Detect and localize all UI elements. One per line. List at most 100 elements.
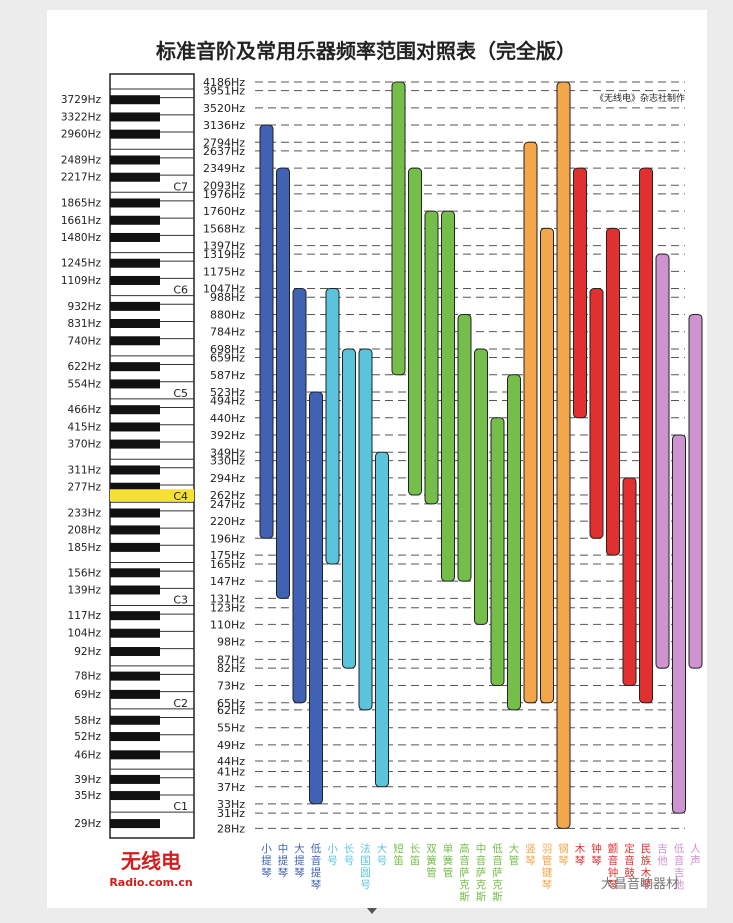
black-key[interactable] bbox=[110, 542, 160, 552]
scroll-down-icon[interactable] bbox=[360, 904, 384, 918]
instrument-bar bbox=[507, 374, 521, 711]
black-key[interactable] bbox=[110, 819, 160, 829]
black-key-label: 1480Hz bbox=[61, 232, 102, 244]
black-key[interactable] bbox=[110, 112, 160, 122]
instrument-label: 号 bbox=[360, 879, 371, 891]
black-key[interactable] bbox=[110, 318, 160, 328]
black-key[interactable] bbox=[110, 232, 160, 242]
octave-marker: C7 bbox=[173, 180, 188, 193]
instrument-label: 竖 bbox=[525, 843, 536, 855]
black-key[interactable] bbox=[110, 362, 160, 372]
freq-tick-label: 2093Hz bbox=[203, 179, 245, 192]
black-key[interactable] bbox=[110, 774, 160, 784]
black-key[interactable] bbox=[110, 732, 160, 742]
black-key[interactable] bbox=[110, 258, 160, 268]
black-key[interactable] bbox=[110, 379, 160, 389]
instrument-label: 钢 bbox=[558, 842, 569, 855]
frequency-chart: 标准音阶及常用乐器频率范围对照表（完全版） 《无线电》杂志社制作 4186Hz395… bbox=[61, 39, 703, 903]
instrument-label: 琴 bbox=[575, 855, 586, 867]
freq-tick-label: 82Hz bbox=[217, 662, 245, 675]
freq-tick-label: 698Hz bbox=[210, 343, 245, 356]
freq-tick-label: 65Hz bbox=[217, 697, 245, 710]
black-key[interactable] bbox=[110, 750, 160, 760]
black-key[interactable] bbox=[110, 198, 160, 208]
instrument-bar bbox=[573, 167, 587, 419]
freq-tick-label: 33Hz bbox=[217, 798, 245, 811]
black-key[interactable] bbox=[110, 508, 160, 518]
black-key[interactable] bbox=[110, 525, 160, 535]
instrument-label: 法 bbox=[360, 842, 371, 855]
black-key-label: 92Hz bbox=[74, 646, 101, 658]
black-key[interactable] bbox=[110, 95, 160, 105]
instrument-label: 笛 bbox=[393, 854, 404, 867]
freq-tick-label: 220Hz bbox=[210, 515, 245, 528]
instrument-label: 大 bbox=[509, 842, 520, 855]
black-key[interactable] bbox=[110, 172, 160, 182]
black-key-label: 622Hz bbox=[68, 361, 102, 373]
black-key-label: 69Hz bbox=[74, 689, 101, 701]
freq-tick-label: 330Hz bbox=[210, 455, 245, 468]
instrument-label: 颤 bbox=[608, 842, 619, 855]
black-key[interactable] bbox=[110, 275, 160, 285]
chart-sheet: 标准音阶及常用乐器频率范围对照表（完全版） 《无线电》杂志社制作 4186Hz 395… bbox=[47, 10, 707, 908]
freq-tick-label: 349Hz bbox=[210, 446, 245, 459]
freq-tick-label: 44Hz bbox=[217, 755, 245, 768]
instrument-label: 中 bbox=[476, 842, 487, 855]
instrument-label: 琴 bbox=[641, 879, 652, 891]
instrument-label: 提 bbox=[261, 855, 272, 867]
instrument-label: 声 bbox=[690, 854, 701, 867]
black-key[interactable] bbox=[110, 482, 160, 492]
black-key[interactable] bbox=[110, 791, 160, 801]
instrument-label: 圆 bbox=[360, 867, 371, 879]
black-key-label: 2489Hz bbox=[61, 154, 102, 166]
instrument-label: 羽 bbox=[542, 843, 553, 855]
instrument-bar bbox=[490, 417, 505, 686]
black-key[interactable] bbox=[110, 405, 160, 415]
black-key[interactable] bbox=[110, 647, 160, 657]
instrument-label: 号 bbox=[327, 855, 338, 867]
instrument-bar bbox=[276, 167, 290, 599]
instrument-bar bbox=[408, 167, 422, 496]
black-key[interactable] bbox=[110, 628, 160, 638]
black-key[interactable] bbox=[110, 715, 160, 725]
black-key[interactable] bbox=[110, 585, 160, 595]
black-key[interactable] bbox=[110, 689, 160, 699]
black-key-label: 29Hz bbox=[74, 818, 101, 830]
instrument-label: 鼓 bbox=[624, 866, 635, 879]
freq-tick-label: 98Hz bbox=[217, 636, 245, 649]
black-key[interactable] bbox=[110, 671, 160, 681]
freq-tick-label: 110Hz bbox=[210, 618, 245, 631]
instrument-bar bbox=[457, 313, 472, 582]
black-key-label: 3729Hz bbox=[61, 94, 102, 106]
instrument-label: 簧 bbox=[426, 854, 437, 867]
instrument-label: 长 bbox=[344, 843, 355, 855]
black-key[interactable] bbox=[110, 568, 160, 578]
instrument-label: 笛 bbox=[410, 854, 421, 867]
black-key[interactable] bbox=[110, 465, 160, 475]
black-key[interactable] bbox=[110, 611, 160, 621]
black-key[interactable] bbox=[110, 215, 160, 225]
instrument-bar bbox=[391, 81, 406, 376]
black-key[interactable] bbox=[110, 155, 160, 165]
instrument-label: 萨 bbox=[476, 867, 487, 879]
freq-tick-label: 659Hz bbox=[210, 352, 245, 365]
freq-tick-label: 41Hz bbox=[217, 765, 245, 778]
instrument-label: 族 bbox=[641, 854, 652, 867]
freq-tick-label: 1047Hz bbox=[203, 283, 245, 296]
instrument-bar bbox=[259, 124, 274, 539]
instrument-label: 提 bbox=[278, 855, 289, 867]
instrument-label: 斯 bbox=[476, 890, 487, 903]
instrument-label: 提 bbox=[311, 867, 322, 879]
black-key[interactable] bbox=[110, 301, 160, 311]
black-key[interactable] bbox=[110, 336, 160, 346]
instrument-label: 单 bbox=[443, 843, 454, 855]
black-key-label: 233Hz bbox=[68, 508, 102, 520]
black-key-label: 2960Hz bbox=[61, 129, 102, 141]
black-key[interactable] bbox=[110, 439, 160, 449]
black-key[interactable] bbox=[110, 422, 160, 432]
black-key-label: 740Hz bbox=[68, 335, 102, 347]
freq-tick-label: 587Hz bbox=[210, 369, 245, 382]
black-key-label: 370Hz bbox=[68, 439, 102, 451]
instrument-bar bbox=[655, 253, 670, 669]
black-key[interactable] bbox=[110, 129, 160, 139]
